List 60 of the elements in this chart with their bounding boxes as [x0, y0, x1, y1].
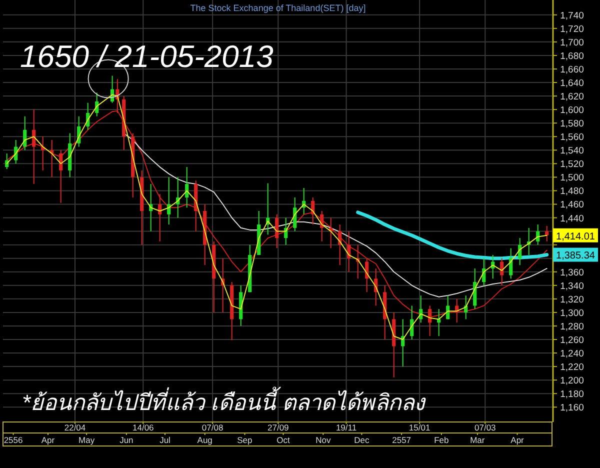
x-tick-label: Sep — [237, 435, 253, 445]
x-tick-label: Apr — [510, 435, 524, 445]
x-tick-label: Jul — [160, 435, 171, 445]
candlestick — [167, 176, 171, 226]
x-tick-label: May — [78, 435, 96, 445]
x2-tick-label: 07/03 — [474, 422, 496, 432]
y-tick-label: 1,560 — [560, 132, 584, 144]
y-tick-label: 1,680 — [560, 50, 584, 62]
y-tick-label: 1,580 — [560, 118, 584, 130]
candlestick — [59, 150, 63, 204]
y-tick-label: 1,720 — [560, 24, 584, 35]
y-tick-label: 1,540 — [560, 146, 584, 157]
y-tick-label: 1,180 — [560, 389, 584, 400]
y-tick-label: 1,160 — [560, 402, 584, 414]
y-tick-label: 1,300 — [560, 308, 584, 319]
candlestick — [428, 305, 432, 337]
candlestick — [32, 109, 36, 184]
annotation: 1,385.34 — [556, 250, 596, 262]
x2-tick-label: 15/01 — [408, 422, 430, 432]
y-tick-label: 1,240 — [560, 348, 584, 360]
y-tick-label: 1,740 — [560, 10, 584, 22]
y-tick-label: 1,480 — [560, 186, 584, 198]
y-tick-label: 1,500 — [560, 172, 584, 184]
y-tick-label: 1,440 — [560, 213, 584, 224]
x-tick-label: 2557 — [392, 435, 412, 445]
x-tick-label: Apr — [41, 435, 55, 445]
chart-title: The Stock Exchange of Thailand(SET) [day] — [190, 3, 366, 13]
candlestick — [293, 196, 297, 232]
y-tick-label: 1,200 — [560, 376, 584, 387]
y-tick-label: 1,600 — [560, 105, 584, 116]
x-tick-label: Jun — [120, 435, 134, 445]
y-tick-label: 1,620 — [560, 92, 584, 103]
x2-tick-label: 19/11 — [336, 422, 357, 432]
y-tick-label: 1,360 — [560, 267, 584, 278]
x-tick-label: Oct — [276, 435, 291, 445]
x-tick-label: Nov — [316, 435, 332, 445]
candlestick — [158, 194, 162, 242]
candlestick — [275, 214, 279, 249]
y-tick-label: 1,280 — [560, 321, 584, 332]
annotation: 1,414.01 — [556, 231, 596, 242]
x-tick-label: Mar — [470, 435, 485, 445]
y-tick-label: 1,520 — [560, 159, 584, 170]
x2-tick-label: 27/09 — [268, 422, 290, 432]
y-tick-label: 1,340 — [560, 280, 584, 292]
x-tick-label: Aug — [197, 435, 213, 445]
y-tick-label: 1,640 — [560, 78, 584, 90]
y-tick-label: 1,460 — [560, 200, 584, 211]
x2-tick-label: 07/08 — [202, 422, 224, 432]
candlestick — [437, 308, 441, 337]
y-tick-label: 1,660 — [560, 64, 584, 76]
y-tick-label: 1,320 — [560, 294, 584, 306]
x-tick-label: Feb — [434, 435, 450, 445]
y-tick-label: 1,260 — [560, 334, 584, 346]
x-tick-label: Dec — [354, 435, 370, 445]
y-tick-label: 1,700 — [560, 37, 584, 48]
x-tick-label: 2556 — [4, 435, 24, 445]
annotation: *ย้อนกลับไปปีที่แล้ว เดือนนี้ ตลาดได้พลิกลง — [22, 386, 427, 415]
x2-tick-label: 14/06 — [132, 422, 154, 432]
x2-tick-label: 22/04 — [64, 422, 86, 432]
y-tick-label: 1,220 — [560, 362, 584, 374]
